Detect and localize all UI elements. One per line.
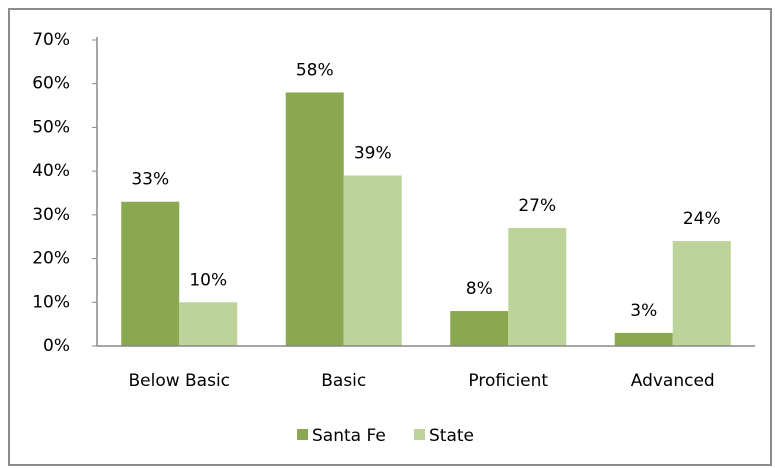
data-label: 39%	[354, 144, 392, 164]
data-label: 58%	[296, 60, 334, 80]
x-tick-label: Basic	[321, 371, 366, 391]
legend-swatch	[414, 429, 425, 440]
data-label: 24%	[683, 209, 721, 229]
bar	[121, 201, 180, 346]
y-tick-label: 70%	[32, 30, 70, 50]
y-tick-label: 10%	[32, 292, 70, 312]
data-label: 33%	[131, 170, 169, 190]
y-tick-label: 50%	[32, 117, 70, 137]
legend-label: Santa Fe	[312, 426, 386, 446]
bar	[285, 92, 344, 346]
data-label: 10%	[189, 270, 227, 290]
legend-label: State	[429, 426, 474, 446]
x-tick-label: Below Basic	[128, 371, 230, 391]
x-tick-label: Advanced	[631, 371, 715, 391]
data-label: 3%	[630, 301, 657, 321]
y-tick-label: 30%	[32, 205, 70, 225]
y-tick-label: 20%	[32, 249, 70, 269]
y-tick-label: 0%	[43, 336, 70, 356]
data-label: 8%	[466, 279, 493, 299]
y-tick-label: 40%	[32, 161, 70, 181]
bar	[450, 311, 509, 346]
y-tick-label: 60%	[32, 74, 70, 94]
data-label: 27%	[518, 196, 556, 216]
bar	[179, 302, 238, 346]
legend-swatch	[297, 429, 308, 440]
bar	[508, 227, 567, 346]
bar	[614, 332, 673, 346]
bar	[343, 175, 402, 346]
x-tick-label: Proficient	[468, 371, 548, 391]
bar	[672, 241, 731, 346]
